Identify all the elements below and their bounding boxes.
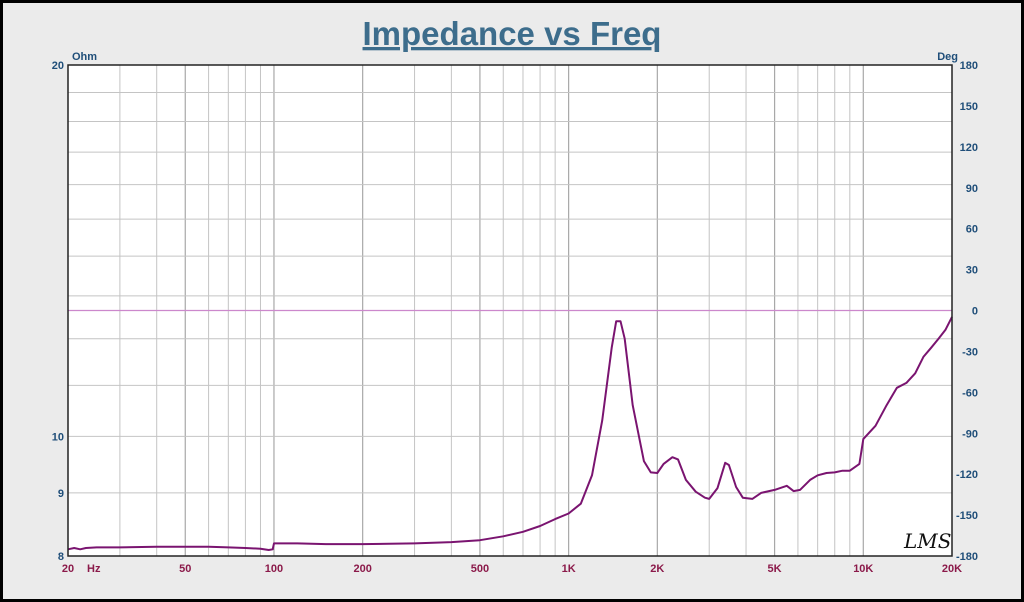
y-left-tick-label: 10	[52, 431, 64, 443]
right-axis-unit: Deg	[937, 51, 958, 63]
y-right-tick-label: -30	[962, 346, 978, 358]
x-axis-unit: Hz	[87, 563, 101, 575]
y-right-tick-label: -120	[956, 469, 978, 481]
axis-labels: 20 50 100 200 500 1K 2K 5K 10K 20K 8 9 10 20 180 150 120…	[52, 60, 978, 575]
x-tick-label: 1K	[562, 563, 576, 575]
y-right-tick-label: -60	[962, 387, 978, 399]
y-right-tick-label: 90	[966, 183, 978, 195]
x-tick-label: 200	[353, 563, 371, 575]
x-tick-label: 20	[62, 563, 74, 575]
x-tick-label: 5K	[768, 563, 782, 575]
y-right-tick-label: 30	[966, 265, 978, 277]
x-tick-label: 2K	[650, 563, 664, 575]
x-tick-label: 10K	[853, 563, 873, 575]
impedance-curve	[67, 316, 953, 551]
x-tick-label: 20K	[942, 563, 962, 575]
y-right-tick-label: 180	[960, 60, 978, 72]
y-left-tick-label: 9	[58, 488, 64, 500]
left-axis-unit: Ohm	[72, 51, 97, 63]
lms-watermark: LMS	[903, 529, 951, 553]
y-right-tick-label: 60	[966, 224, 978, 236]
x-tick-label: 50	[179, 563, 191, 575]
y-right-tick-label: -90	[962, 428, 978, 440]
y-left-tick-label: 8	[58, 551, 64, 563]
chart-title: Impedance vs Freq	[363, 15, 662, 52]
y-right-tick-label: 0	[972, 306, 978, 318]
series-group	[67, 316, 953, 551]
plot-border	[67, 64, 953, 557]
y-right-tick-label: 120	[960, 142, 978, 154]
x-tick-label: 100	[265, 563, 283, 575]
x-tick-label: 500	[471, 563, 489, 575]
y-right-tick-label: -180	[956, 551, 978, 563]
y-right-tick-label: 150	[960, 101, 978, 113]
y-right-tick-label: -150	[956, 510, 978, 522]
y-left-tick-label: 20	[52, 60, 64, 72]
